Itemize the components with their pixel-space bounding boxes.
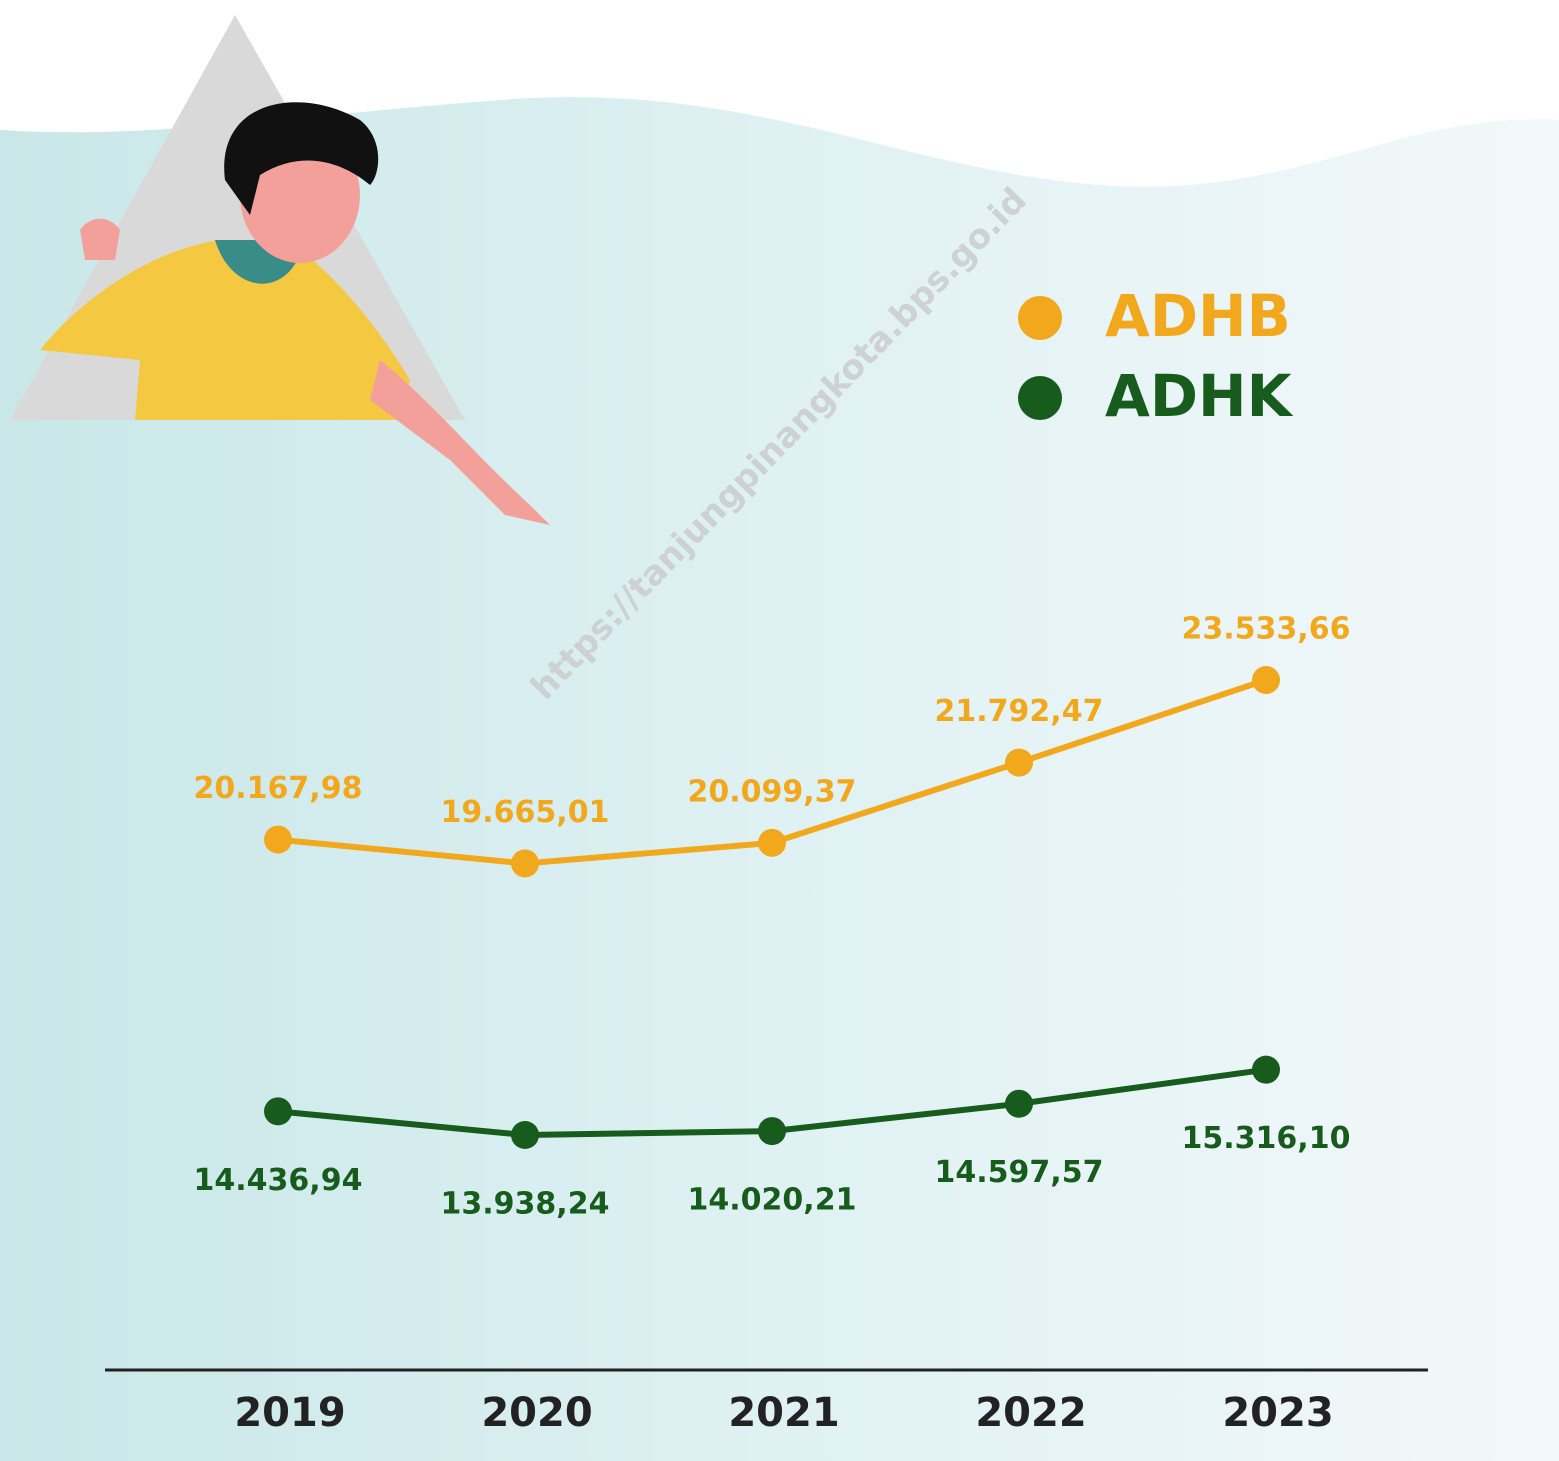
data-point bbox=[1252, 1055, 1280, 1084]
data-label: 20.099,37 bbox=[688, 774, 857, 809]
data-point bbox=[511, 849, 539, 878]
data-label: 14.597,57 bbox=[935, 1155, 1104, 1190]
x-tick-label: 2020 bbox=[481, 1390, 592, 1436]
x-tick-label: 2022 bbox=[975, 1390, 1086, 1436]
data-point bbox=[511, 1121, 539, 1149]
data-label: 21.792,47 bbox=[935, 694, 1104, 729]
x-tick-label: 2019 bbox=[234, 1390, 345, 1436]
legend-label: ADHK bbox=[1105, 362, 1294, 430]
data-point bbox=[1005, 748, 1033, 777]
legend-marker bbox=[1018, 376, 1062, 420]
data-label: 23.533,66 bbox=[1182, 612, 1351, 647]
data-label: 13.938,24 bbox=[441, 1187, 610, 1222]
data-label: 19.665,01 bbox=[441, 795, 610, 830]
illustration bbox=[10, 15, 550, 525]
data-point bbox=[1252, 666, 1280, 694]
data-point bbox=[758, 828, 786, 857]
x-tick-label: 2023 bbox=[1222, 1390, 1333, 1436]
data-label: 15.316,10 bbox=[1182, 1121, 1351, 1156]
legend-label: ADHB bbox=[1105, 282, 1291, 350]
wave bbox=[0, 0, 1559, 187]
legend-marker bbox=[1018, 296, 1062, 340]
data-label: 14.020,21 bbox=[688, 1183, 857, 1218]
data-point bbox=[264, 825, 292, 854]
data-point bbox=[264, 1097, 292, 1126]
data-label: 20.167,98 bbox=[194, 771, 363, 806]
x-tick-label: 2021 bbox=[728, 1390, 839, 1436]
data-label: 14.436,94 bbox=[194, 1163, 363, 1198]
data-point bbox=[758, 1117, 786, 1146]
data-point bbox=[1005, 1089, 1033, 1118]
